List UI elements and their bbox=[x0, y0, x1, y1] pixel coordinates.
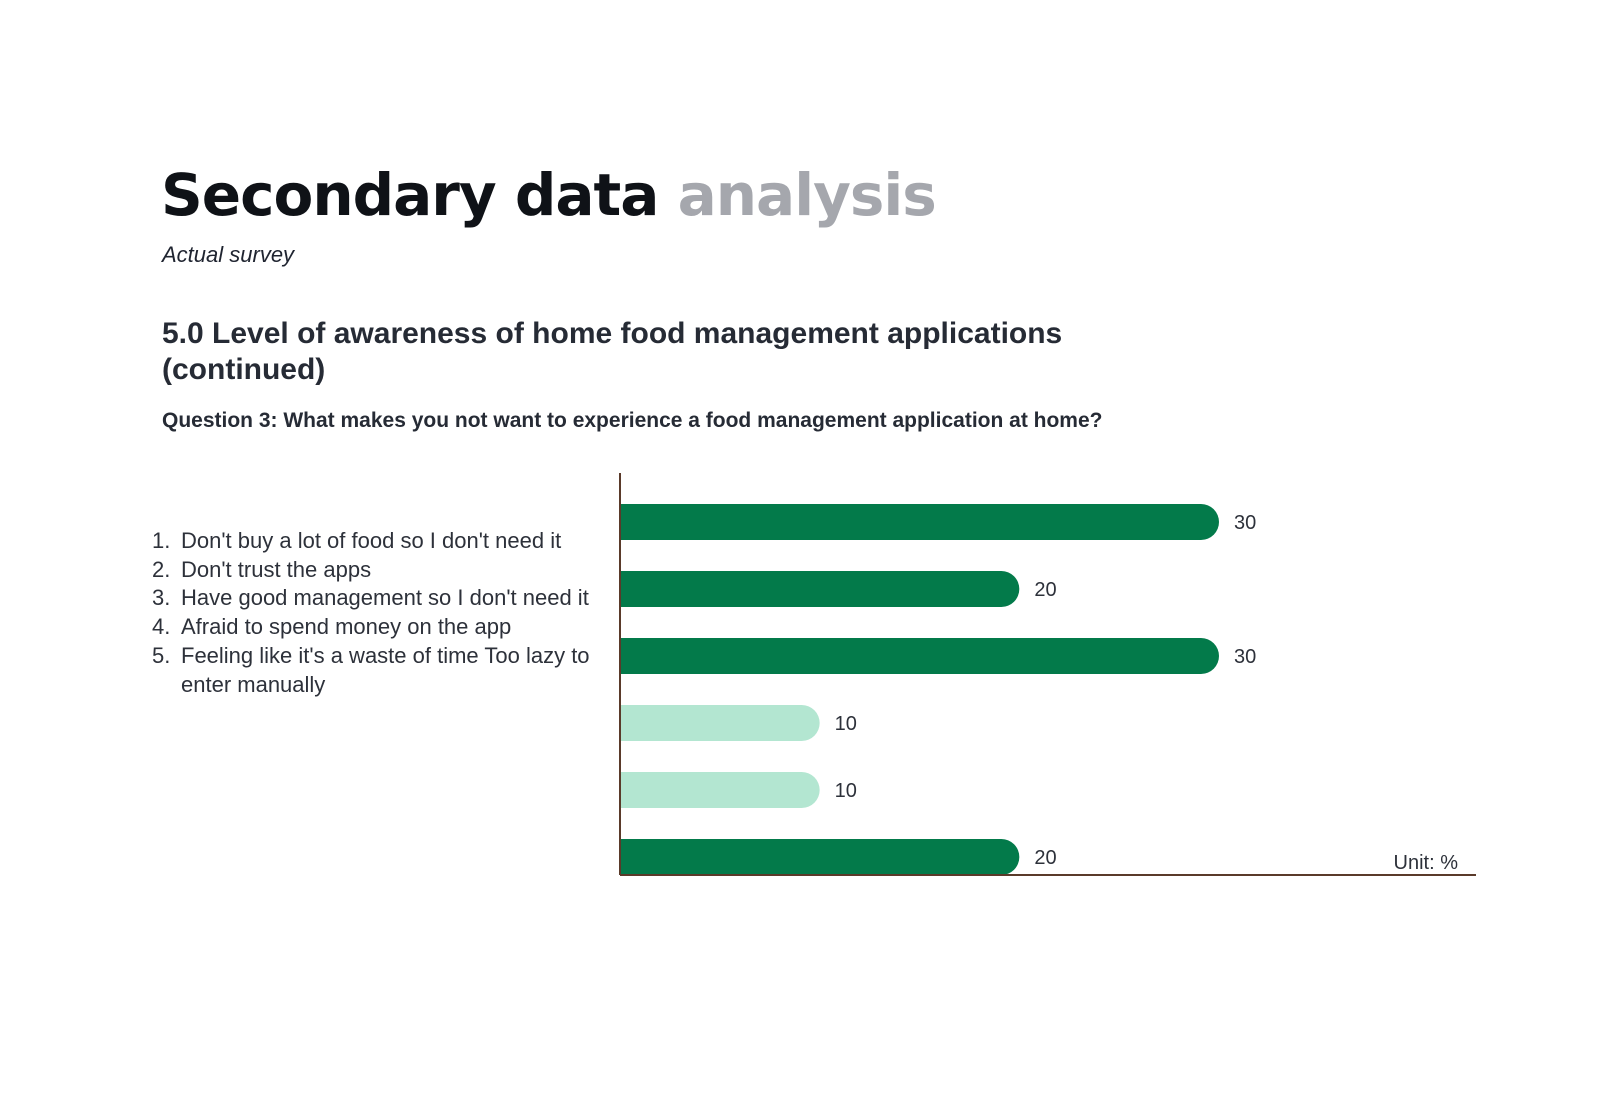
bar-6 bbox=[620, 839, 1020, 875]
reason-number: 1. bbox=[152, 528, 171, 553]
reason-item: 3. Have good management so I don't need i… bbox=[152, 584, 592, 613]
bar-4 bbox=[620, 705, 820, 741]
bar-value-label: 20 bbox=[1034, 847, 1056, 869]
reason-item: 4. Afraid to spend money on the app bbox=[152, 613, 592, 642]
page-subtitle: Actual survey bbox=[162, 242, 295, 267]
bar-3 bbox=[620, 638, 1219, 674]
page-title: Secondary data analysis bbox=[161, 160, 937, 230]
section-title: 5.0 Level of awareness of home food mana… bbox=[162, 317, 1063, 386]
reason-number: 5. bbox=[152, 642, 171, 668]
bar-value-label: 30 bbox=[1234, 646, 1256, 668]
reason-item: 1. Don't buy a lot of food so I don't nee… bbox=[152, 527, 592, 556]
reason-number: 4. bbox=[152, 614, 171, 640]
reason-number: 2. bbox=[152, 556, 171, 582]
bar-5 bbox=[620, 772, 820, 808]
reason-text: Don't trust the apps bbox=[181, 556, 372, 582]
bar-value-label: 30 bbox=[1234, 512, 1256, 534]
bar-value-label: 20 bbox=[1034, 579, 1056, 601]
reason-text: Don't buy a lot of food so I don't need … bbox=[181, 528, 562, 553]
reason-text: Afraid to spend money on the app bbox=[181, 614, 512, 640]
bar-value-label: 10 bbox=[835, 780, 857, 802]
bar-value-label: 10 bbox=[835, 713, 857, 735]
reason-item: 2. Don't trust the apps bbox=[152, 556, 592, 585]
bar-2 bbox=[620, 571, 1020, 607]
bar-1 bbox=[620, 504, 1219, 540]
reason-number: 3. bbox=[152, 585, 171, 611]
reasons-list: 1. Don't buy a lot of food so I don't nee… bbox=[152, 527, 592, 699]
title-accent: analysis bbox=[677, 161, 937, 229]
title-main: Secondary data bbox=[161, 161, 659, 229]
reason-text: Feeling like it's a waste of time Too la… bbox=[181, 642, 590, 697]
question-text: Question 3: What makes you not want to e… bbox=[162, 409, 1103, 432]
reason-item: 5. Feeling like it's a waste of time Too … bbox=[152, 642, 592, 699]
reason-text: Have good management so I don't need it bbox=[181, 585, 589, 611]
unit-label: Unit: % bbox=[1394, 852, 1459, 874]
